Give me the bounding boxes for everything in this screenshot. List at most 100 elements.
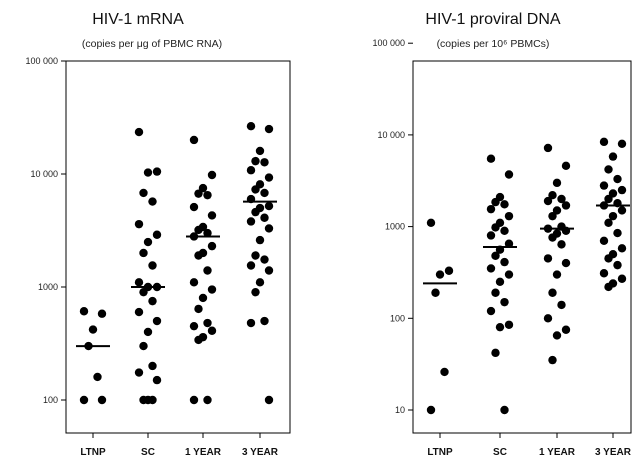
proviral-dna-point-1-year-2 bbox=[552, 178, 562, 188]
mrna-point-3-year-2 bbox=[255, 146, 265, 156]
proviral-dna-subtitle: (copies per 10⁶ PBMCs) bbox=[437, 38, 550, 50]
mrna-point-1-year-11 bbox=[207, 241, 217, 251]
proviral-dna-point-sc-19 bbox=[500, 297, 509, 307]
mrna-point-sc-3 bbox=[139, 188, 148, 198]
proviral-dna-point-sc-23 bbox=[491, 348, 500, 358]
mrna-point-3-year-6 bbox=[264, 173, 274, 182]
proviral-dna-point-ltnp-3 bbox=[431, 288, 440, 297]
proviral-dna-point-sc-17 bbox=[495, 277, 505, 287]
proviral-dna-point-3-year-20 bbox=[599, 269, 609, 278]
mrna-point-1-year-23 bbox=[194, 335, 203, 345]
proviral-dna-xtick-label-3-year: 3 YEAR bbox=[595, 447, 632, 458]
mrna-point-1-year-9 bbox=[203, 228, 212, 238]
proviral-dna-point-3-year-3 bbox=[604, 165, 613, 174]
mrna-point-sc-1 bbox=[152, 167, 162, 176]
proviral-dna-point-1-year-21 bbox=[561, 325, 571, 334]
proviral-dna-point-3-year-16 bbox=[617, 244, 627, 253]
mrna-point-sc-10 bbox=[134, 278, 144, 287]
proviral-dna-point-3-year-2 bbox=[608, 152, 618, 161]
mrna-ytick-label-1000: 1000 bbox=[38, 282, 58, 292]
proviral-dna-point-3-year-7 bbox=[608, 189, 618, 198]
proviral-dna-point-1-year-0 bbox=[543, 143, 553, 153]
mrna-point-1-year-19 bbox=[203, 318, 212, 328]
mrna-point-3-year-3 bbox=[251, 156, 260, 166]
proviral-dna-ytick-label-100: 100 bbox=[390, 313, 405, 323]
proviral-dna-point-1-year-17 bbox=[552, 270, 562, 279]
proviral-dna-point-1-year-7 bbox=[552, 206, 562, 215]
mrna-point-ltnp-6 bbox=[97, 395, 107, 405]
mrna-point-3-year-13 bbox=[251, 207, 260, 217]
mrna-point-3-year-16 bbox=[264, 224, 274, 233]
proviral-dna-point-1-year-4 bbox=[557, 194, 566, 204]
proviral-dna-point-sc-15 bbox=[486, 264, 496, 273]
mrna-point-3-year-17 bbox=[255, 235, 265, 245]
proviral-dna-ytick-label-1000: 1000 bbox=[385, 222, 405, 232]
proviral-dna-point-sc-8 bbox=[491, 223, 500, 232]
mrna-point-sc-15 bbox=[134, 307, 144, 317]
mrna-point-1-year-16 bbox=[207, 285, 217, 294]
mrna-xtick-label-1-year: 1 YEAR bbox=[185, 447, 222, 458]
proviral-dna-point-1-year-6 bbox=[561, 201, 571, 210]
mrna-point-3-year-5 bbox=[246, 166, 256, 175]
mrna-point-3-year-22 bbox=[255, 278, 265, 287]
mrna-point-ltnp-0 bbox=[79, 307, 89, 316]
proviral-dna-point-sc-1 bbox=[504, 170, 514, 179]
proviral-dna-point-sc-22 bbox=[495, 322, 505, 332]
mrna-point-sc-6 bbox=[152, 230, 162, 239]
proviral-dna-point-1-year-13 bbox=[548, 233, 557, 242]
mrna-point-sc-19 bbox=[148, 361, 157, 371]
mrna-title: HIV-1 mRNA bbox=[92, 11, 184, 28]
proviral-dna-point-sc-3 bbox=[491, 197, 500, 207]
proviral-dna-xtick-label-1-year: 1 YEAR bbox=[539, 447, 576, 458]
mrna-point-1-year-6 bbox=[207, 211, 217, 220]
proviral-dna-panel: HIV-1 proviral DNA (copies per 10⁶ PBMCs… bbox=[372, 11, 631, 458]
proviral-dna-point-3-year-23 bbox=[604, 282, 613, 292]
mrna-point-1-year-10 bbox=[189, 232, 199, 241]
proviral-dna-point-3-year-6 bbox=[617, 185, 627, 195]
mrna-point-3-year-24 bbox=[260, 316, 269, 326]
proviral-dna-point-sc-16 bbox=[504, 270, 514, 279]
mrna-point-1-year-1 bbox=[207, 170, 217, 180]
proviral-dna-point-sc-21 bbox=[504, 320, 514, 329]
proviral-dna-point-sc-24 bbox=[500, 405, 509, 415]
mrna-point-sc-5 bbox=[134, 219, 144, 229]
mrna-point-sc-24 bbox=[148, 395, 157, 405]
proviral-dna-point-ltnp-4 bbox=[440, 367, 449, 377]
mrna-point-sc-11 bbox=[152, 282, 162, 292]
mrna-point-sc-8 bbox=[139, 248, 148, 258]
proviral-dna-ytick-label-10: 10 bbox=[395, 405, 405, 415]
mrna-point-3-year-4 bbox=[260, 158, 269, 167]
proviral-dna-point-1-year-16 bbox=[561, 258, 571, 268]
mrna-point-1-year-13 bbox=[194, 251, 203, 260]
proviral-dna-point-1-year-22 bbox=[552, 331, 562, 340]
mrna-point-1-year-15 bbox=[189, 278, 199, 287]
proviral-dna-point-3-year-11 bbox=[617, 206, 627, 215]
proviral-dna-point-1-year-19 bbox=[557, 300, 566, 310]
proviral-dna-point-sc-10 bbox=[486, 231, 496, 240]
proviral-dna-xtick-label-ltnp: LTNP bbox=[427, 447, 453, 458]
proviral-dna-point-1-year-1 bbox=[561, 161, 571, 171]
proviral-dna-point-1-year-18 bbox=[548, 288, 557, 297]
proviral-dna-point-3-year-0 bbox=[599, 137, 609, 147]
proviral-dna-point-1-year-10 bbox=[543, 224, 553, 233]
mrna-point-sc-21 bbox=[152, 375, 162, 385]
proviral-dna-ytick-label-10000: 10 000 bbox=[377, 130, 405, 140]
mrna-panel: HIV-1 mRNA (copies per μg of PBMC RNA) 1… bbox=[25, 11, 291, 458]
mrna-point-1-year-20 bbox=[189, 321, 199, 331]
mrna-point-3-year-18 bbox=[251, 251, 260, 260]
mrna-point-sc-13 bbox=[139, 287, 148, 297]
proviral-dna-point-sc-14 bbox=[500, 257, 509, 267]
proviral-dna-point-3-year-13 bbox=[604, 218, 613, 228]
mrna-point-1-year-8 bbox=[194, 225, 203, 235]
mrna-point-3-year-23 bbox=[251, 287, 260, 297]
mrna-point-1-year-0 bbox=[189, 135, 199, 145]
proviral-dna-point-sc-13 bbox=[491, 251, 500, 261]
mrna-point-1-year-21 bbox=[207, 326, 217, 335]
mrna-point-ltnp-2 bbox=[88, 325, 98, 334]
proviral-dna-ytick-label-100000: 100 000 bbox=[372, 38, 405, 48]
mrna-point-3-year-20 bbox=[246, 261, 256, 270]
mrna-xtick-label-sc: SC bbox=[141, 447, 155, 458]
proviral-dna-point-1-year-15 bbox=[543, 254, 553, 263]
proviral-dna-point-3-year-9 bbox=[613, 198, 622, 208]
proviral-dna-point-3-year-14 bbox=[613, 228, 622, 238]
